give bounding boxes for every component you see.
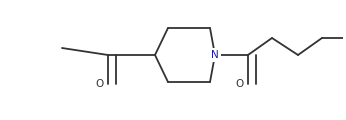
Text: O: O: [95, 79, 103, 89]
Text: O: O: [235, 79, 244, 89]
Text: NH₂: NH₂: [345, 32, 346, 42]
Text: N: N: [211, 50, 219, 60]
